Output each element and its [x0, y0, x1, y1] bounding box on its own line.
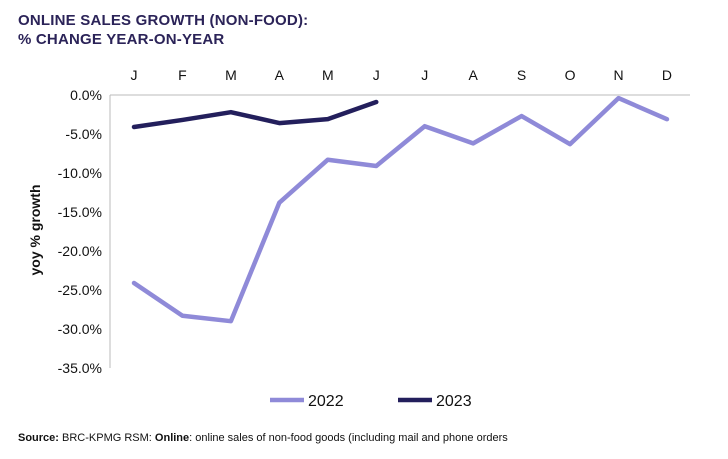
source-label: Source:	[18, 432, 59, 444]
y-tick-label: -20.0%	[58, 243, 102, 259]
y-tick-label: -15.0%	[58, 204, 102, 220]
x-tick-label: A	[468, 67, 478, 83]
legend-label-2022: 2022	[308, 393, 344, 410]
chart-title-line2: % CHANGE YEAR-ON-YEAR	[18, 31, 225, 48]
y-axis-label: yoy % growth	[27, 184, 43, 275]
y-tick-label: 0.0%	[70, 87, 102, 103]
source-note: Source: BRC-KPMG RSM: Online: online sal…	[18, 432, 508, 444]
chart-title-line1: ONLINE SALES GROWTH (NON-FOOD):	[18, 12, 309, 29]
source-text-1: BRC-KPMG RSM:	[58, 432, 155, 444]
x-tick-label: F	[178, 67, 187, 83]
y-tick-label: -10.0%	[58, 165, 102, 181]
y-tick-label: -30.0%	[58, 321, 102, 337]
x-tick-label: S	[517, 67, 526, 83]
legend-label-2023: 2023	[436, 393, 472, 410]
x-tick-label: J	[421, 67, 428, 83]
x-tick-label: M	[225, 67, 237, 83]
series-line-2023	[131, 99, 379, 130]
x-tick-label: J	[131, 67, 138, 83]
x-tick-label: O	[565, 67, 576, 83]
x-tick-label: M	[322, 67, 334, 83]
x-tick-label: A	[275, 67, 285, 83]
y-tick-label: -5.0%	[65, 126, 102, 142]
y-tick-label: -25.0%	[58, 282, 102, 298]
x-tick-label: N	[613, 67, 623, 83]
x-tick-label: D	[662, 67, 672, 83]
x-tick-label: J	[373, 67, 380, 83]
series-line-2022	[131, 95, 670, 324]
y-tick-label: -35.0%	[58, 360, 102, 376]
source-text-2: : online sales of non-food goods (includ…	[189, 432, 508, 444]
source-online-label: Online	[154, 432, 190, 444]
